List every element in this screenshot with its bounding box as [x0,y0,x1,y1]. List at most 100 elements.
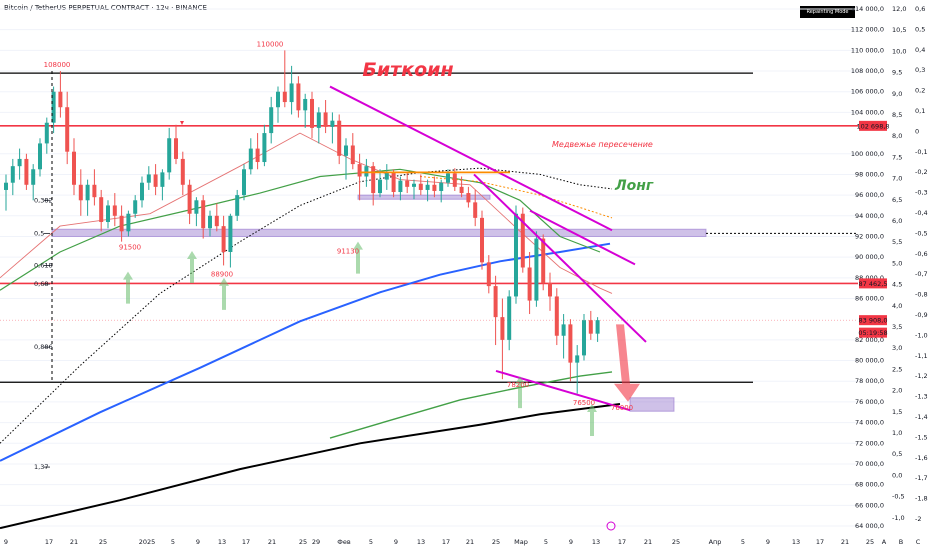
candle-body [51,91,56,123]
candle-body [412,183,416,187]
candle-body [452,173,457,187]
candle-body [58,91,63,108]
candle-body [310,98,314,128]
short-arrow [614,324,640,402]
trendline-down-steep [473,173,647,343]
candle-body [548,283,552,297]
grid [0,8,858,527]
candle-body [112,205,117,216]
osc-tick: 0,0 [892,471,902,479]
x-tick: 13 [417,538,425,546]
osc-right-tick: -1,1 [915,352,928,360]
price-label-bg [859,315,887,326]
x-tick: 29 [312,538,320,546]
price-tick: 94 000,0 [855,212,884,220]
candle-body [289,83,294,103]
osc-tick: 12,0 [892,5,906,13]
osc-right-tick: -1,4 [915,413,928,421]
x-tick: 13 [592,538,600,546]
x-tick: 17 [242,538,250,546]
candle-body [303,98,308,111]
x-tick: 9 [394,538,398,546]
price-annotation: 91130 [337,247,359,255]
x-tick: Мар [514,538,528,546]
signal-arrows [123,241,640,436]
price-label: 102 698,8 [856,122,889,130]
zone-92k [51,228,707,237]
x-tick: 5 [741,538,745,546]
x-tick: 25 [492,538,500,546]
candle-body [493,286,498,318]
osc-tick: 7,5 [892,153,902,161]
osc-right-tick: 0,3 [915,66,925,74]
candle-body [99,197,104,223]
osc-right-tick: -1,2 [915,372,928,380]
candle-body [364,166,369,177]
ma-orange [419,176,613,219]
osc-right-tick: 0,4 [915,46,925,54]
candle-body [126,213,131,232]
price-annotation: 78200 [507,381,529,389]
sell-marker [180,121,184,125]
fib-label: 0,68 [34,280,48,288]
candle-body [425,184,430,190]
osc-right-tick: -1,5 [915,433,928,441]
fib-label: 0,5 [34,229,44,237]
candle-body [31,169,36,185]
osc-right-tick: -0,8 [915,291,928,299]
candle-body [595,320,600,334]
osc-right-tick: -1,0 [915,331,928,339]
candle-body [44,122,49,144]
osc-tick: 5,5 [892,238,902,246]
price-label: 87 462,5 [859,280,888,288]
candle-body [561,324,566,336]
price-tick: 66 000,0 [855,501,884,509]
trendline-channel [529,209,636,266]
osc-tick: 6,0 [892,217,902,225]
candle-body [221,226,226,252]
price-tick: 64 000,0 [855,522,884,530]
osc-right-tick: -1,8 [915,495,928,503]
osc-tick: 5,0 [892,259,902,267]
candle-body [119,215,124,232]
price-tick: 72 000,0 [855,439,884,447]
x-axis: 9 17 21 25 2025 5 9 13 17 21 25 29 Фев 5 9 13 17 21 25 Мар 5… [4,521,921,546]
osc-right-tick: -0,6 [915,250,928,258]
candle-body [208,215,212,229]
candle-body [323,112,328,127]
price-tick: 96 000,0 [855,191,884,199]
x-tick: 21 [466,538,474,546]
candle-body [480,217,484,263]
candle-body [10,166,15,183]
x-tick: 17 [618,538,626,546]
ma-green-slow [329,371,613,439]
candle-body [575,355,580,363]
candle-body [432,184,437,191]
x-tick: 25 [672,538,680,546]
x-tick: 9 [766,538,770,546]
osc-tick: 6,5 [892,196,902,204]
candle-body [140,182,144,201]
price-tick: 114 000,0 [851,5,884,13]
candle-body [554,296,559,336]
candle-body [242,169,246,196]
candle-body [269,107,274,134]
price-tick: 106 000,0 [851,88,884,96]
osc-right-tick: -0,1 [915,148,928,156]
candle-body [534,238,539,301]
candle-body [371,166,376,194]
candle-body [350,145,355,165]
osc-tick: -0,5 [892,493,905,501]
candle-body [214,215,219,227]
x-tick: 5 [544,538,548,546]
osc-tick: 7,0 [892,175,902,183]
osc-tick: 4,0 [892,302,902,310]
osc-axis: 12,0 10,5 10,0 9,5 9,0 8,5 8,0 7,5 7,0 6,5 6,0 5,5 5… [892,5,928,523]
osc-right-tick: -0,7 [915,270,928,278]
long-annotation: Лонг [614,178,654,194]
osc-tick: 8,0 [892,132,902,140]
price-label-bg [859,327,887,338]
osc-tick: 3,0 [892,344,902,352]
candle-body [378,179,382,194]
